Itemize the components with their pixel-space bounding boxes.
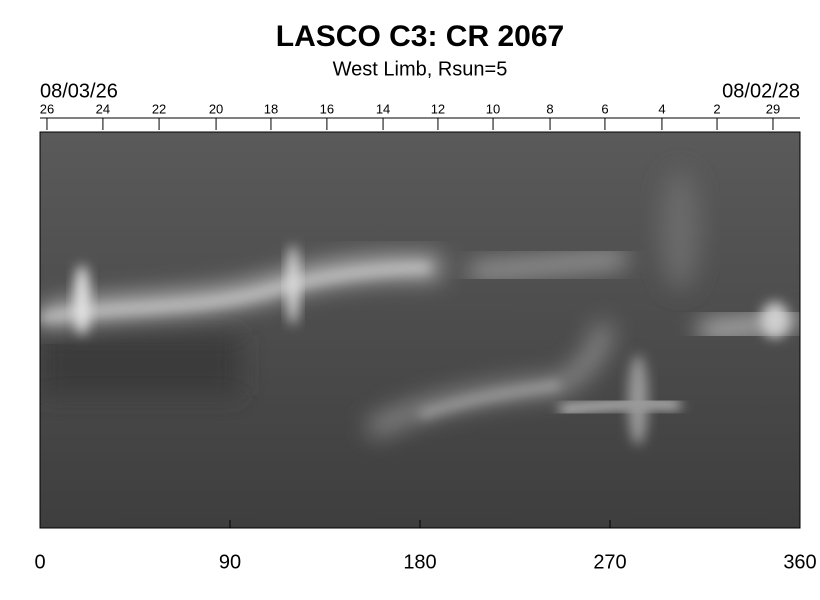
- x-tick-label: 0: [34, 551, 45, 573]
- top-tick-label: 2: [713, 101, 720, 116]
- start-date: 08/03/26: [40, 80, 118, 102]
- top-tick-label: 8: [546, 101, 553, 116]
- top-tick-label: 16: [320, 101, 334, 116]
- end-date: 08/02/28: [722, 80, 800, 102]
- top-tick-label: 10: [486, 101, 500, 116]
- top-tick-label: 29: [766, 101, 780, 116]
- top-tick-label: 24: [96, 101, 110, 116]
- top-tick-label: 4: [658, 101, 665, 116]
- chart-title: LASCO C3: CR 2067: [276, 20, 564, 53]
- top-tick-label: 12: [431, 101, 445, 116]
- chart-subtitle: West Limb, Rsun=5: [333, 58, 508, 80]
- top-tick-label: 6: [601, 101, 608, 116]
- top-tick-label: 20: [209, 101, 223, 116]
- top-tick-label: 22: [152, 101, 166, 116]
- x-tick-label: 270: [593, 551, 626, 573]
- top-tick-label: 14: [376, 101, 390, 116]
- top-tick-label: 26: [40, 101, 54, 116]
- top-tick-label: 18: [264, 101, 278, 116]
- x-tick-label: 90: [219, 551, 241, 573]
- x-tick-label: 180: [403, 551, 436, 573]
- map-image: [40, 132, 800, 528]
- x-tick-label: 360: [783, 551, 816, 573]
